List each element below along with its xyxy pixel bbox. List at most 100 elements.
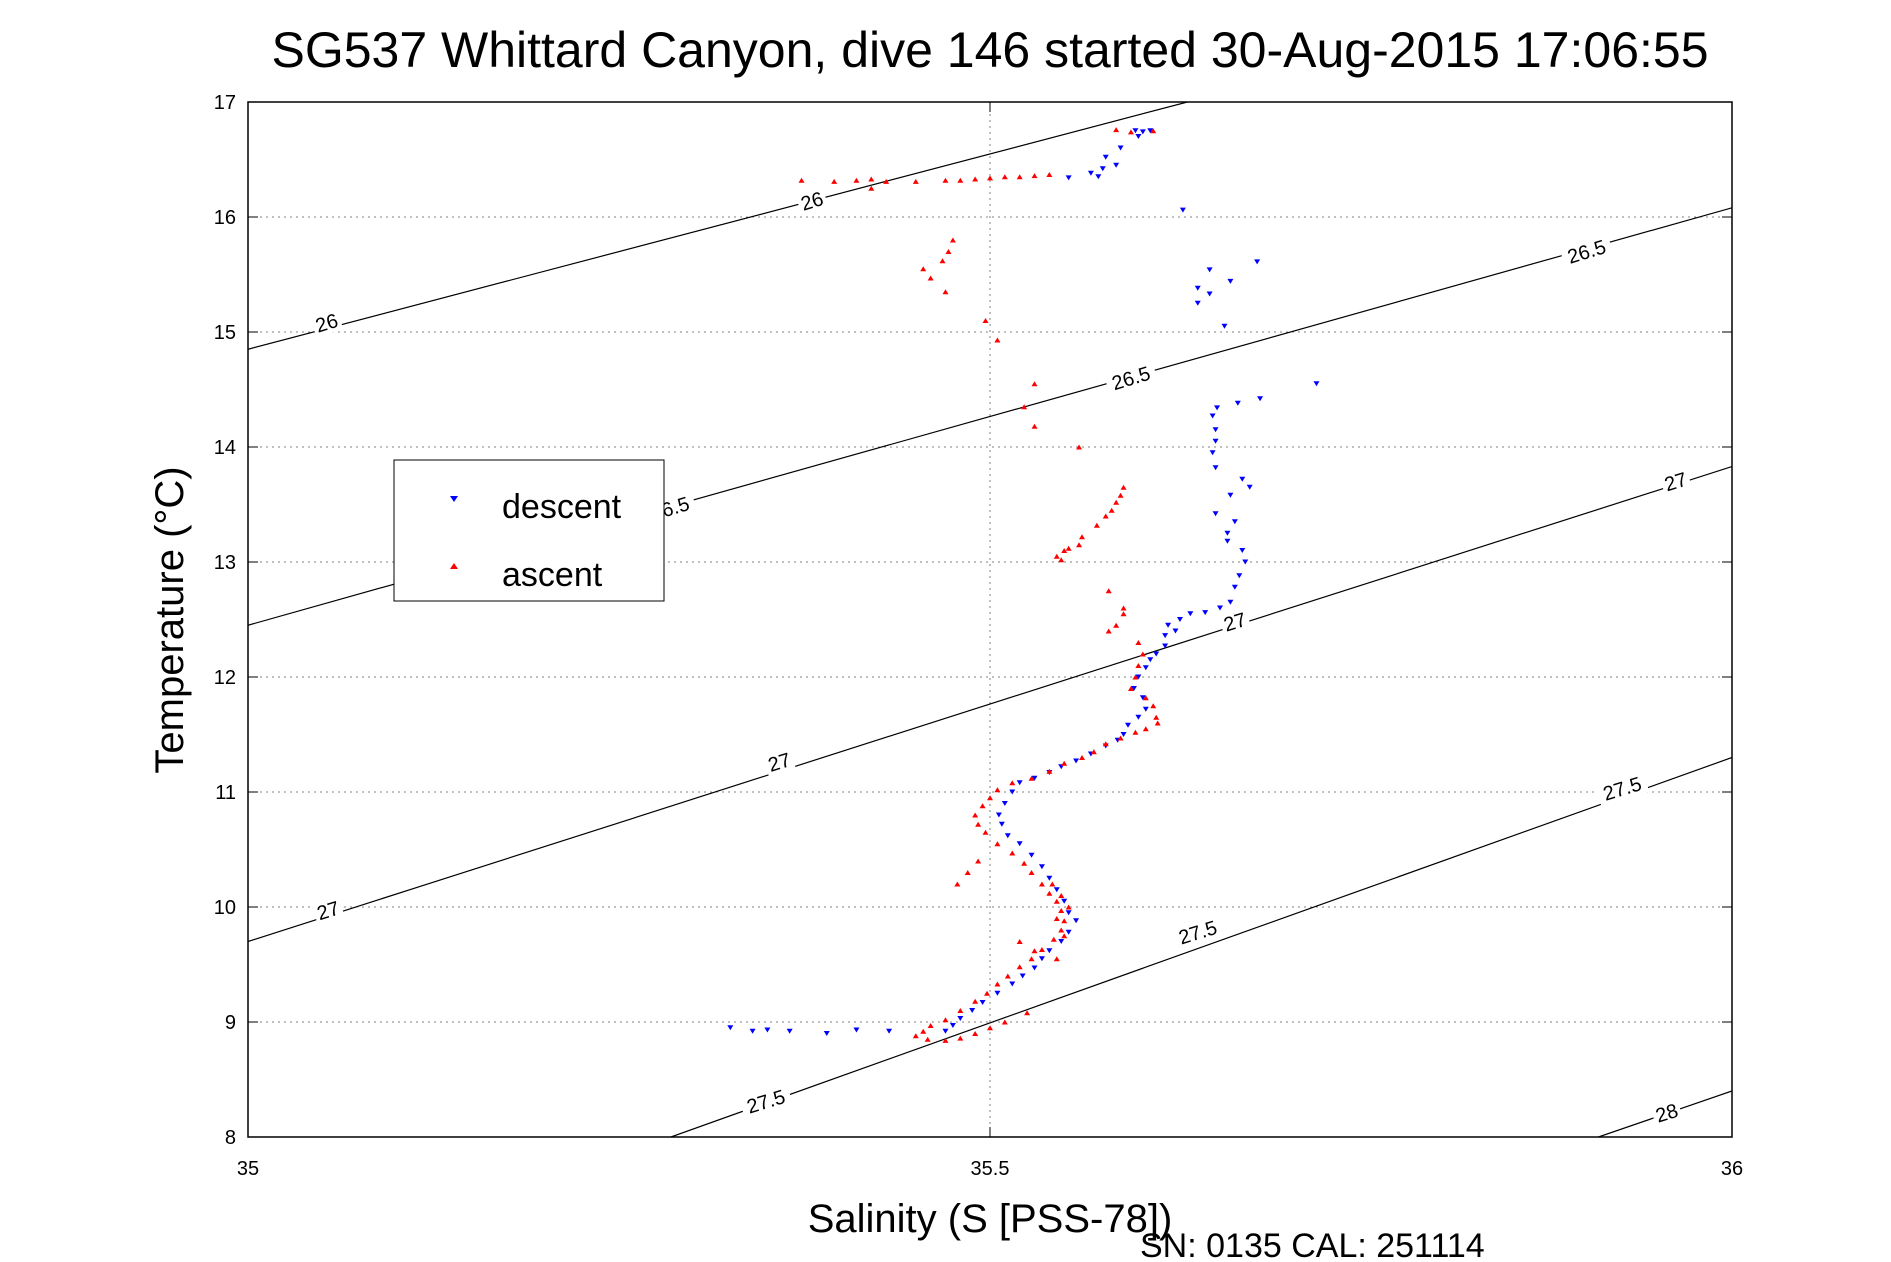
descent-point xyxy=(957,1016,964,1022)
descent-point xyxy=(1217,605,1224,611)
contour-label-background xyxy=(794,184,829,216)
ascent-point xyxy=(1024,1010,1031,1016)
legend-box xyxy=(393,459,665,602)
descent-point xyxy=(1313,381,1320,387)
isopycnal-line-27-5 xyxy=(670,756,1732,1137)
ascent-point xyxy=(1120,611,1127,617)
ascent-point xyxy=(987,175,993,181)
descent-point xyxy=(949,1022,956,1028)
descent-point xyxy=(1239,548,1246,553)
contour-label-background xyxy=(1658,464,1693,497)
legend-descent-marker xyxy=(450,496,458,502)
ascent-point xyxy=(912,178,919,184)
descent-point xyxy=(1001,801,1008,806)
ascent-point xyxy=(972,1031,979,1036)
descent-point xyxy=(1227,278,1234,284)
ascent-point xyxy=(994,981,1001,987)
contour-label: 26 xyxy=(309,306,344,338)
descent-point xyxy=(1102,154,1109,160)
ascent-point xyxy=(1127,129,1134,135)
y-tick-label: 8 xyxy=(225,1127,236,1149)
descent-point xyxy=(1028,852,1035,858)
descent-point xyxy=(1231,584,1238,590)
descent-point xyxy=(1194,285,1201,291)
x-axis-label: Salinity (S [PSS-78]) xyxy=(808,1197,1173,1241)
ascent-point xyxy=(1079,534,1086,540)
contour-label-background xyxy=(762,745,796,777)
descent-point xyxy=(1212,427,1219,433)
descent-point xyxy=(942,1028,949,1034)
ascent-point xyxy=(1009,780,1016,786)
x-tick-label: 36 xyxy=(1721,1158,1743,1180)
descent-point xyxy=(1061,898,1068,904)
x-tick-label: 35 xyxy=(237,1158,259,1180)
descent-point xyxy=(1009,789,1016,795)
ascent-point xyxy=(1065,545,1072,551)
descent-point xyxy=(1019,973,1026,979)
serial-calibration-footer: SN: 0135 CAL: 251114 xyxy=(1140,1227,1485,1262)
ascent-point xyxy=(975,821,982,827)
isopycnal-line-27 xyxy=(248,465,1732,943)
descent-point xyxy=(1087,170,1094,176)
descent-point xyxy=(1206,291,1213,297)
ascent-point xyxy=(920,266,927,272)
ascent-point xyxy=(1004,973,1011,979)
descent-point xyxy=(1130,686,1137,691)
descent-point xyxy=(1125,722,1132,728)
descent-point xyxy=(1224,530,1231,536)
descent-point xyxy=(1236,573,1243,579)
ascent-point xyxy=(1031,381,1038,387)
ascent-point xyxy=(1016,964,1023,970)
isopycnal-line-26 xyxy=(248,102,1188,350)
contour-label: 26 xyxy=(794,184,829,216)
descent-point xyxy=(764,1027,771,1033)
descent-point xyxy=(1046,875,1053,881)
descent-point xyxy=(1162,643,1169,649)
descent-point xyxy=(727,1025,734,1031)
series-descent xyxy=(727,128,1320,1036)
ascent-point xyxy=(1105,628,1112,634)
descent-point xyxy=(1117,145,1124,151)
descent-point xyxy=(1176,617,1183,622)
ascent-point xyxy=(1061,918,1068,924)
ascent-point xyxy=(927,275,934,281)
descent-point xyxy=(995,812,1002,818)
descent-point xyxy=(1206,267,1213,273)
ascent-point xyxy=(1127,686,1134,691)
descent-point xyxy=(1165,622,1172,628)
ascent-point xyxy=(994,841,1001,847)
descent-point xyxy=(1246,484,1253,490)
ascent-point xyxy=(1139,651,1146,657)
y-tick-label: 12 xyxy=(214,667,236,689)
grid-lines xyxy=(248,102,1732,1137)
ascent-point xyxy=(954,881,961,887)
ascent-point xyxy=(957,177,964,183)
y-tick-label: 13 xyxy=(214,552,236,574)
contour-label-background xyxy=(1558,231,1614,270)
descent-point xyxy=(1162,633,1169,639)
ascent-point xyxy=(1105,588,1112,594)
ascent-point xyxy=(1090,749,1097,755)
ascent-point xyxy=(1053,898,1060,904)
ascent-point xyxy=(1031,423,1038,429)
ascent-point xyxy=(1135,663,1142,668)
ascent-point xyxy=(1058,907,1065,913)
ascent-point xyxy=(883,178,890,184)
ascent-point xyxy=(1001,1019,1008,1025)
descent-point xyxy=(969,1008,976,1013)
descent-point xyxy=(1038,956,1045,962)
ascent-point xyxy=(1061,760,1068,766)
contour-label-background xyxy=(738,1081,794,1120)
descent-point xyxy=(994,990,1001,996)
descent-point xyxy=(1053,887,1060,893)
descent-point xyxy=(1234,400,1241,406)
descent-point xyxy=(1031,775,1038,781)
ascent-point xyxy=(1135,640,1142,645)
descent-point xyxy=(749,1028,756,1034)
ascent-point xyxy=(1142,695,1149,701)
ascent-point xyxy=(1142,726,1149,732)
series-ascent xyxy=(798,127,1161,1043)
ascent-point xyxy=(942,177,949,183)
descent-point xyxy=(1031,965,1038,971)
